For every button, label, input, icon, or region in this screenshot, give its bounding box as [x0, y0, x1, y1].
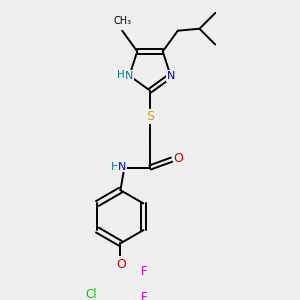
Text: N: N [125, 71, 134, 81]
Text: CH₃: CH₃ [113, 16, 131, 26]
Text: F: F [141, 266, 147, 278]
Text: N: N [167, 71, 175, 81]
Text: O: O [174, 152, 184, 165]
Text: F: F [141, 291, 147, 300]
Text: S: S [146, 110, 154, 123]
Text: N: N [118, 161, 126, 172]
Text: Cl: Cl [85, 288, 97, 300]
Text: O: O [116, 258, 126, 271]
Text: H: H [111, 161, 119, 172]
Text: H: H [117, 70, 124, 80]
